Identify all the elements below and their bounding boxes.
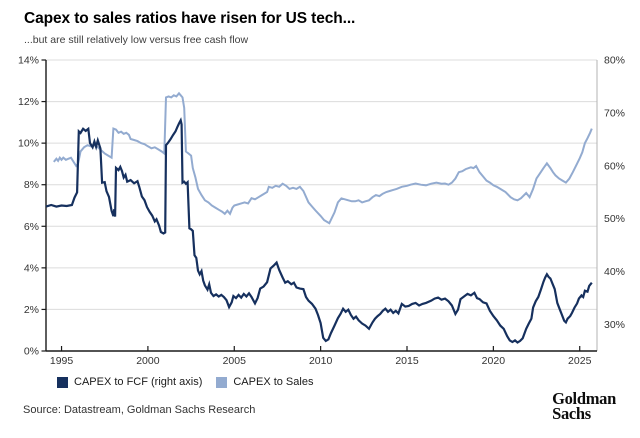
legend: CAPEX to FCF (right axis) CAPEX to Sales [57,376,313,388]
capex-to-fcf-line [45,117,593,344]
right-axis-tick-label: 40% [604,266,625,278]
left-axis-tick-label: 0% [24,346,39,358]
x-axis-tick-label: 2005 [223,355,247,367]
logo-line-1: Goldman [552,389,616,408]
left-axis-tick-label: 8% [24,179,39,191]
source-text: Source: Datastream, Goldman Sachs Resear… [23,404,256,416]
chart-subtitle: ...but are still relatively low versus f… [24,34,249,46]
logo-line-2: Sachs [552,403,591,423]
right-axis-tick-label: 60% [604,160,625,172]
left-axis-tick-label: 12% [18,96,39,108]
legend-label-sales: CAPEX to Sales [233,376,314,388]
legend-swatch-sales [216,376,228,388]
x-axis-tick-label: 2020 [482,355,506,367]
x-axis-tick-label: 1995 [50,355,74,367]
left-axis-tick-label: 14% [18,55,39,67]
right-axis-tick-label: 80% [604,55,625,67]
left-axis-tick-label: 6% [24,221,39,233]
left-axis-tick-label: 10% [18,138,39,150]
x-axis-tick-label: 2000 [136,355,160,367]
x-axis-tick-label: 2015 [395,355,419,367]
legend-item-capex-to-sales: CAPEX to Sales [216,376,313,388]
right-axis-tick-label: 30% [604,319,625,331]
left-axis-tick-label: 2% [24,304,39,316]
legend-swatch-fcf [57,376,68,388]
x-axis-tick-label: 2010 [309,355,333,367]
capex-to-sales-line [53,91,593,225]
goldman-sachs-logo: Goldman Sachs [552,389,616,423]
chart-title: Capex to sales ratios have risen for US … [24,10,356,27]
left-axis-tick-label: 4% [24,262,39,274]
legend-item-capex-to-fcf: CAPEX to FCF (right axis) [57,376,202,388]
x-axis-tick-label: 2025 [568,355,592,367]
right-axis-tick-label: 50% [604,213,625,225]
legend-label-fcf: CAPEX to FCF (right axis) [74,376,203,388]
right-axis-tick-label: 70% [604,107,625,119]
